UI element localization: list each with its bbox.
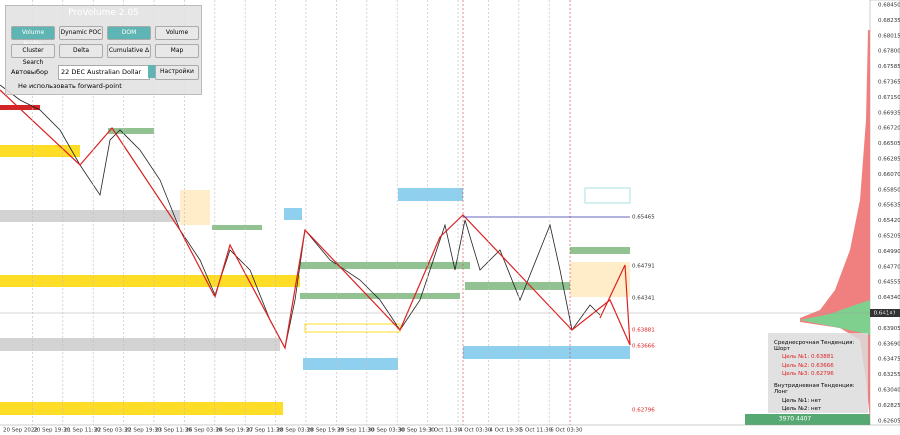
button[interactable]: DOM [107, 26, 151, 40]
price-label: 0.64340 [878, 295, 900, 301]
price-label: 0.64555 [878, 280, 900, 286]
price-label: 0.64125 [878, 311, 900, 317]
price-label: 0.67585 [878, 64, 900, 70]
button[interactable]: Cluster Search [11, 44, 55, 66]
trend-box: Среднесрочная Тенденция: Шорт Цель №1: 0… [768, 333, 868, 413]
price-label: 0.64990 [878, 249, 900, 255]
price-label: 0.63690 [878, 341, 900, 347]
target: Цель №3: 0.62796 [782, 371, 834, 377]
panel-title: ProVolume 2.05 [68, 8, 139, 18]
button[interactable]: Map [155, 44, 199, 58]
target: Цель №2: нет [782, 406, 822, 412]
price-label: 0.63040 [878, 388, 900, 394]
current-price: 0.64141 [874, 311, 897, 317]
price-axis [869, 0, 900, 426]
time-label: 22 Sep 19:30 [125, 428, 162, 434]
volume-profile-green [800, 300, 870, 335]
price-label: 0.65205 [878, 234, 900, 240]
price-label: 0.65850 [878, 187, 900, 193]
price-label: 0.67150 [878, 95, 900, 101]
time-label: 27 Sep 11:30 [246, 428, 283, 434]
time-label: 3 Oct 11:30 [429, 428, 462, 434]
price-label: 0.67800 [878, 49, 900, 55]
price-label: 0.67365 [878, 80, 900, 86]
price-label: 0.66070 [878, 172, 900, 178]
zones [0, 105, 870, 425]
level-label: 0.64341 [632, 296, 655, 302]
time-label: 23 Sep 11:30 [155, 428, 192, 434]
price-label: 0.64770 [878, 264, 900, 270]
button[interactable]: Volume [155, 26, 199, 40]
price-label: 0.68450 [878, 3, 900, 9]
level-label: 0.63666 [632, 344, 655, 350]
target: Цель №2: 0.63666 [782, 362, 834, 369]
time-label: 20 Sep 19:30 [33, 428, 70, 434]
footer-volume: 3970 4407 [779, 416, 812, 423]
time-label: 4 Oct 19:30 [489, 428, 522, 434]
time-label: 28 Sep 19:30 [307, 428, 344, 434]
level-label: 0.65465 [632, 215, 655, 221]
price-label: 0.65635 [878, 203, 900, 209]
price-label: 0.63255 [878, 372, 900, 378]
price-label: 0.62825 [878, 403, 900, 409]
time-label: 5 Oct 11:30 [520, 428, 553, 434]
time-label: 28 Sep 03:30 [277, 428, 314, 434]
current-price-box [870, 309, 900, 317]
target: Цель №1: 0.63881 [782, 354, 834, 360]
instrument-select[interactable]: 22 DEC Australian Dollar [58, 65, 150, 80]
dropdown-arrow[interactable] [148, 65, 156, 78]
trend-title: Внутридневная Тенденция: Лонг [774, 383, 855, 395]
level-label: 0.62796 [632, 408, 655, 414]
button[interactable]: Cumulative Δ [107, 44, 151, 58]
level-label: 0.64791 [632, 264, 655, 270]
time-label: 20 Sep 2022 [3, 428, 38, 434]
trend-title: Среднесрочная Тенденция: Шорт [774, 339, 855, 352]
price-label: 0.62605 [878, 418, 900, 424]
button[interactable]: Volume Profile [11, 26, 55, 48]
price-label: 0.63475 [878, 357, 900, 363]
zigzag [0, 89, 631, 350]
time-label: 6 Oct 03:30 [550, 428, 583, 434]
checkbox[interactable]: Автовыбор [11, 68, 49, 76]
time-label: 22 Sep 03:30 [94, 428, 131, 434]
level-label: 0.63881 [632, 328, 655, 334]
button[interactable]: Dynamic POC [59, 26, 103, 40]
price-label: 0.68015 [878, 33, 900, 39]
price-label: 0.66285 [878, 157, 900, 163]
button[interactable]: Настройки [155, 65, 199, 80]
time-label: 26 Sep 19:30 [216, 428, 253, 434]
price-label: 0.66720 [878, 126, 900, 132]
provolume-panel: ProVolume 2.05 Volume Profile Dynamic PO… [5, 5, 202, 95]
price-label: 0.66505 [878, 141, 900, 147]
time-label: 30 Sep 19:30 [398, 428, 435, 434]
price-label: 0.63905 [878, 326, 900, 332]
separators [462, 0, 571, 425]
time-label: 21 Sep 11:30 [64, 428, 101, 434]
button[interactable]: Delta [59, 44, 103, 58]
price-label: 0.66935 [878, 110, 900, 116]
price-label: 0.65420 [878, 218, 900, 224]
time-label: 4 Oct 03:30 [459, 428, 492, 434]
checkbox[interactable]: Не использовать forward-point [18, 82, 122, 90]
price-label: 0.68235 [878, 18, 900, 24]
target: Цель №1: нет [782, 397, 822, 404]
time-label: 26 Sep 03:30 [185, 428, 222, 434]
time-label: 30 Sep 03:30 [368, 428, 405, 434]
time-label: 29 Sep 11:30 [337, 428, 374, 434]
